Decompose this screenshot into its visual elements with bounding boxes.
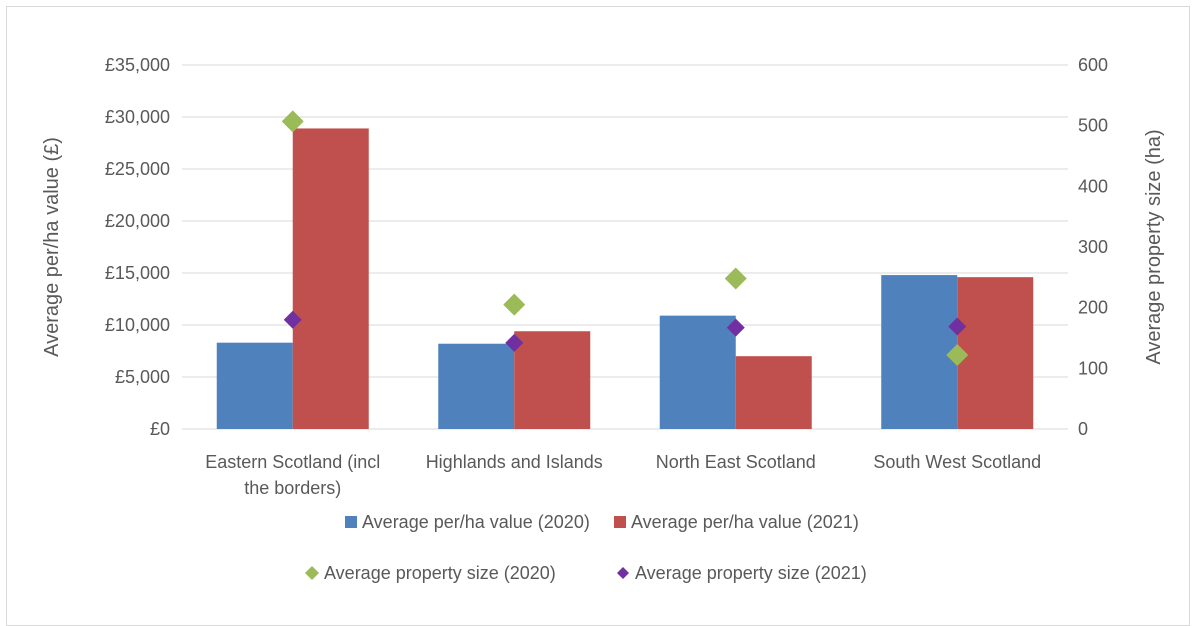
legend: Average per/ha value (2020) Average per/h…	[305, 512, 867, 583]
markers	[281, 110, 969, 366]
marker-point	[503, 293, 526, 316]
legend-label: Average per/ha value (2021)	[631, 512, 859, 532]
bars	[216, 128, 1034, 429]
bar	[735, 356, 812, 429]
right-axis-title: Average property size (ha)	[1143, 129, 1165, 364]
legend-swatch	[345, 516, 357, 528]
right-tick-label: 300	[1078, 237, 1108, 257]
category-label: Eastern Scotland (incl	[205, 452, 380, 472]
bar	[216, 342, 293, 429]
category-label: Highlands and Islands	[426, 452, 603, 472]
marker-point	[726, 318, 745, 337]
marker-point	[283, 310, 302, 329]
bar	[957, 277, 1034, 429]
right-tick-label: 100	[1078, 358, 1108, 378]
right-tick-label: 500	[1078, 116, 1108, 136]
right-tick-label: 400	[1078, 176, 1108, 196]
marker-point	[724, 267, 747, 290]
left-tick-label: £25,000	[105, 159, 170, 179]
right-tick-label: 200	[1078, 298, 1108, 318]
category-labels: Eastern Scotland (incl the borders) Highla…	[205, 452, 1041, 498]
marker-point	[948, 317, 967, 336]
chart: £0 £5,000 £10,000 £15,000 £20,000 £25,000 £30,…	[41, 55, 1165, 583]
marker-point	[505, 333, 524, 352]
left-tick-label: £15,000	[105, 263, 170, 283]
legend-label: Average per/ha value (2020)	[362, 512, 590, 532]
left-tick-label: £35,000	[105, 55, 170, 75]
marker-point	[281, 110, 304, 133]
legend-label: Average property size (2021)	[635, 563, 867, 583]
left-tick-label: £10,000	[105, 315, 170, 335]
marker-point	[946, 343, 969, 366]
bar	[438, 343, 515, 429]
right-tick-label: 600	[1078, 55, 1108, 75]
legend-label: Average property size (2020)	[324, 563, 556, 583]
left-tick-label: £20,000	[105, 211, 170, 231]
category-label: North East Scotland	[656, 452, 816, 472]
legend-swatch	[614, 516, 626, 528]
bar	[292, 128, 369, 429]
left-tick-label: £0	[150, 419, 170, 439]
bar	[514, 331, 591, 429]
category-label: South West Scotland	[873, 452, 1041, 472]
right-tick-label: 0	[1078, 419, 1088, 439]
left-tick-label: £5,000	[115, 367, 170, 387]
legend-marker	[617, 567, 629, 579]
right-axis-ticks: 0 100 200 300 400 500 600	[1078, 55, 1108, 439]
legend-marker	[305, 566, 319, 580]
category-label: the borders)	[244, 478, 341, 498]
left-axis-title: Average per/ha value (£)	[41, 137, 63, 357]
left-tick-label: £30,000	[105, 107, 170, 127]
bar	[659, 315, 736, 429]
bar	[881, 275, 958, 429]
left-axis-ticks: £0 £5,000 £10,000 £15,000 £20,000 £25,000 £30,…	[105, 55, 170, 439]
